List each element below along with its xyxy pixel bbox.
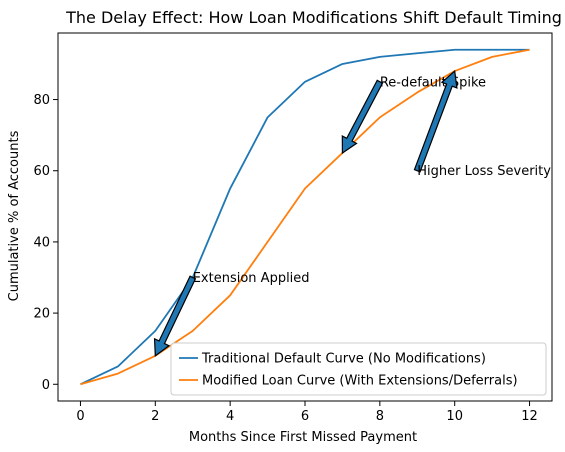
x-tick-label: 10 xyxy=(446,409,463,424)
y-axis-title: Cumulative % of Accounts xyxy=(7,130,22,301)
y-tick-label: 60 xyxy=(33,164,50,179)
annotation-label: Re-default Spike xyxy=(380,75,486,90)
annotation-label: Extension Applied xyxy=(193,271,310,286)
annotation-arrow xyxy=(153,275,197,357)
x-axis-title: Months Since First Missed Payment xyxy=(189,430,417,445)
axes-frame xyxy=(57,32,553,402)
y-tick-label: 20 xyxy=(33,307,50,322)
x-tick-label: 12 xyxy=(521,409,538,424)
annotation-arrow xyxy=(413,69,458,173)
legend xyxy=(170,342,547,396)
x-tick-label: 8 xyxy=(376,409,384,424)
x-tick-label: 4 xyxy=(226,409,234,424)
x-tick-label: 6 xyxy=(301,409,309,424)
chart-title: The Delay Effect: How Loan Modifications… xyxy=(65,8,562,27)
series-line-1 xyxy=(80,48,530,386)
plot-area: 0 2 4 6 8 10 12 0 20 40 60 80 Extension Applied Re-de… xyxy=(33,32,553,424)
annotation-label: Higher Loss Severity xyxy=(417,164,551,179)
x-tick-label: 2 xyxy=(151,409,159,424)
y-tick-label: 80 xyxy=(33,93,50,108)
x-tick-label: 0 xyxy=(76,409,84,424)
annotation-arrow xyxy=(341,79,384,155)
legend-label: Modified Loan Curve (With Extensions/Def… xyxy=(202,374,518,389)
legend-label: Traditional Default Curve (No Modificati… xyxy=(201,352,486,367)
y-tick-label: 0 xyxy=(42,378,50,393)
y-tick-label: 40 xyxy=(33,235,50,250)
